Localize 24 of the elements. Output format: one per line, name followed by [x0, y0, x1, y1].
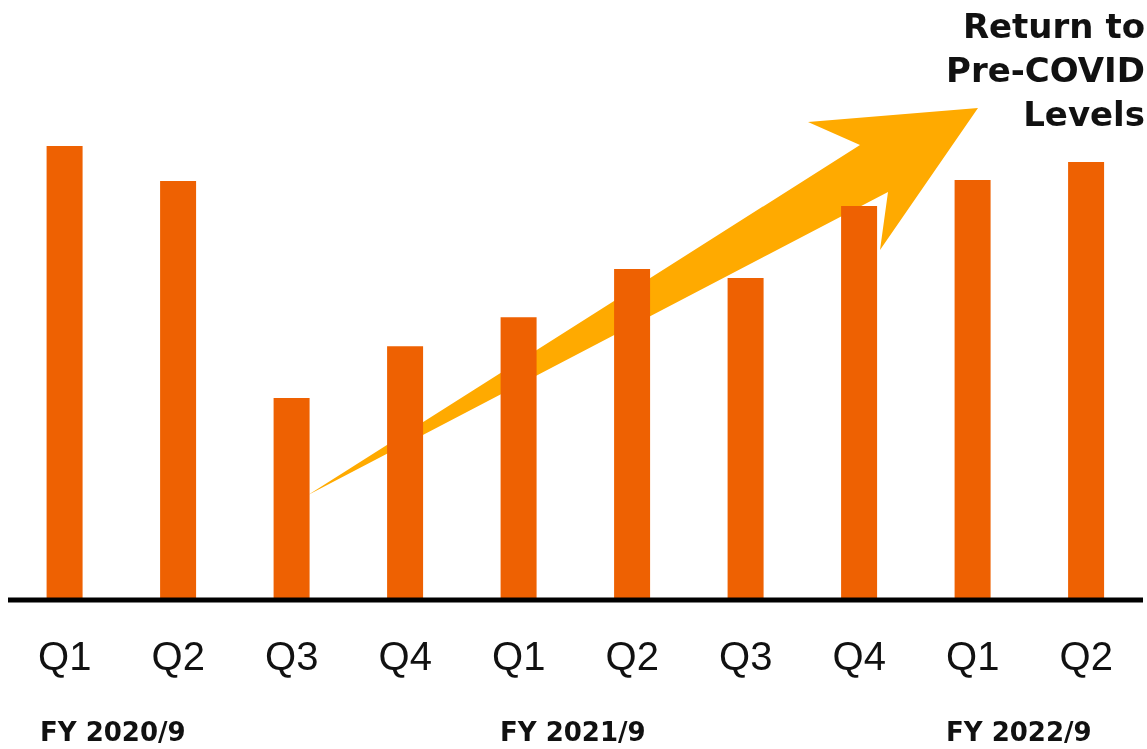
text: FY 2022/9 — [946, 716, 1093, 749]
x-tick-label: Q1 — [492, 634, 546, 678]
x-tick-label: Q1 — [38, 634, 92, 678]
x-tick-label: Q4 — [378, 634, 432, 678]
text: Return to Pre-COVID Levels — [945, 5, 1145, 137]
x-tick-label: Q4 — [832, 634, 886, 678]
bar — [841, 205, 878, 600]
x-tick-label: Q1 — [946, 634, 1000, 678]
bar — [160, 180, 197, 600]
bar — [500, 317, 537, 600]
x-tick-label: Q3 — [719, 634, 773, 678]
x-tick-label: Q3 — [265, 634, 319, 678]
text: FY 2021/9 — [500, 716, 647, 749]
x-tick-label: Q2 — [151, 634, 205, 678]
bar — [1068, 161, 1105, 600]
bar — [727, 278, 764, 600]
bar — [46, 146, 83, 600]
bar — [614, 269, 651, 600]
bar — [273, 397, 310, 600]
bar — [387, 346, 424, 600]
x-tick-label: Q2 — [1059, 634, 1113, 678]
bar — [954, 180, 991, 600]
x-tick-label: Q2 — [605, 634, 659, 678]
text: FY 2020/9 — [40, 716, 187, 749]
